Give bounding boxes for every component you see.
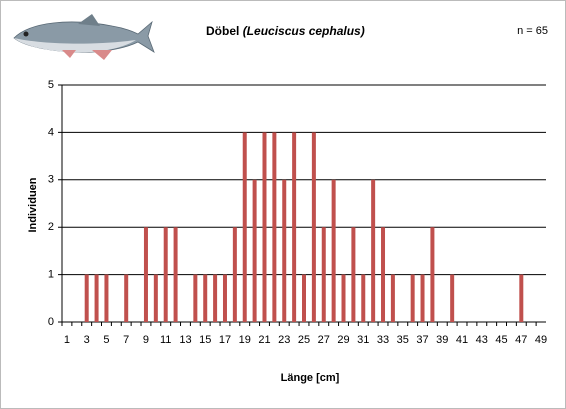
x-tick-label: 27 [318, 334, 330, 346]
x-tick-label: 11 [160, 334, 171, 346]
bar [391, 275, 395, 322]
x-tick-label: 35 [397, 334, 409, 346]
title-latin: (Leuciscus cephalus) [243, 24, 365, 38]
bar [203, 275, 207, 322]
x-tick-label: 45 [495, 334, 507, 346]
bar [322, 227, 326, 322]
bar [421, 275, 425, 322]
bar [144, 227, 148, 322]
bar [282, 180, 286, 322]
bar [154, 275, 158, 322]
x-tick-label: 29 [337, 334, 349, 346]
annotation: n = 65 [517, 25, 548, 37]
x-tick-label: 33 [377, 334, 389, 346]
bar [292, 132, 296, 322]
x-tick-label: 39 [436, 334, 448, 346]
bar [85, 275, 89, 322]
x-tick-label: 41 [456, 334, 468, 346]
bar [164, 227, 168, 322]
bar [450, 275, 454, 322]
x-tick-label: 25 [298, 334, 310, 346]
bar [104, 275, 108, 322]
y-tick-label: 2 [48, 221, 54, 233]
bar [95, 275, 99, 322]
bar [302, 275, 306, 322]
x-tick-label: 13 [179, 334, 191, 346]
bar [243, 132, 247, 322]
x-tick-label: 23 [278, 334, 290, 346]
y-tick-label: 0 [48, 316, 54, 328]
x-tick-label: 17 [219, 334, 231, 346]
bar [193, 275, 197, 322]
bar [381, 227, 385, 322]
x-tick-label: 3 [84, 334, 90, 346]
bar [371, 180, 375, 322]
x-tick-label: 43 [476, 334, 488, 346]
bar [174, 227, 178, 322]
x-tick-label: 15 [199, 334, 211, 346]
y-tick-label: 3 [48, 174, 54, 186]
bar [312, 132, 316, 322]
bar [223, 275, 227, 322]
title-text: Döbel [206, 24, 239, 38]
x-tick-label: 5 [103, 334, 109, 346]
bar [253, 180, 257, 322]
y-tick-label: 5 [48, 79, 54, 91]
x-tick-label: 21 [258, 334, 270, 346]
x-tick-label: 47 [515, 334, 527, 346]
bar [262, 132, 266, 322]
x-tick-label: 49 [535, 334, 547, 346]
y-tick-label: 4 [48, 126, 54, 138]
chart: Döbel (Leuciscus cephalus) n = 65 Länge … [0, 0, 566, 409]
x-tick-label: 9 [143, 334, 149, 346]
x-tick-label: 19 [239, 334, 251, 346]
y-axis-title: Individuen [27, 177, 39, 232]
bar [342, 275, 346, 322]
x-tick-label: 37 [416, 334, 428, 346]
y-tick-label: 1 [48, 269, 54, 281]
x-tick-label: 1 [64, 334, 70, 346]
bar [519, 275, 523, 322]
bar [361, 275, 365, 322]
bar [351, 227, 355, 322]
bar [332, 180, 336, 322]
bar [124, 275, 128, 322]
x-tick-label: 7 [123, 334, 129, 346]
bar [430, 227, 434, 322]
x-axis-title: Länge [cm] [281, 372, 340, 384]
bar [272, 132, 276, 322]
x-tick-label: 31 [357, 334, 369, 346]
bar [411, 275, 415, 322]
bar [233, 227, 237, 322]
chart-title: Döbel (Leuciscus cephalus) [206, 24, 365, 38]
bar [213, 275, 217, 322]
